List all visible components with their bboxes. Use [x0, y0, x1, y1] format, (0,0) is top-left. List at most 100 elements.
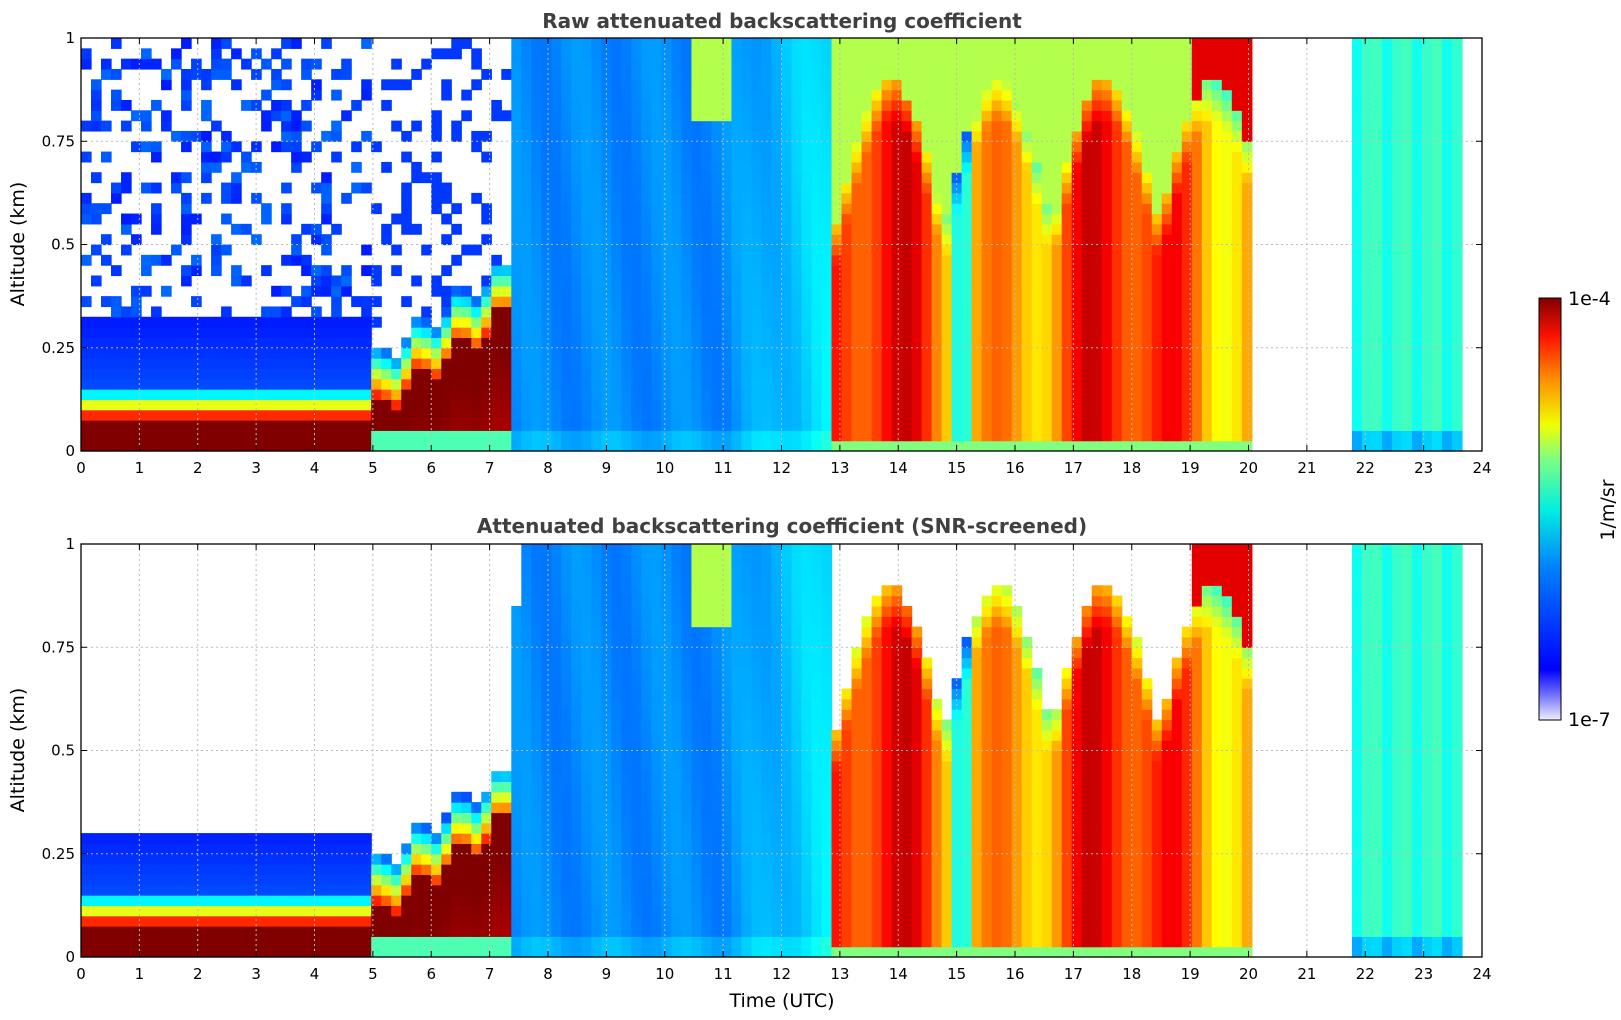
heatmap-cell: [651, 409, 663, 421]
heatmap-cell: [261, 864, 272, 875]
heatmap-cell: [1391, 399, 1403, 411]
heatmap-cell: [1021, 378, 1033, 390]
heatmap-cell: [111, 864, 122, 875]
heatmap-cell: [821, 440, 833, 452]
heatmap-cell: [681, 327, 693, 339]
heatmap-cell: [221, 409, 232, 421]
heatmap-cell: [791, 430, 803, 442]
heatmap-cell: [281, 389, 292, 400]
heatmap-cell: [291, 120, 302, 132]
heatmap-cell: [501, 285, 512, 297]
heatmap-cell: [111, 420, 122, 431]
heatmap-cell: [461, 843, 472, 855]
heatmap-cell: [731, 378, 743, 390]
heatmap-cell: [661, 285, 673, 297]
heatmap-cell: [291, 936, 302, 948]
heatmap-cell: [1451, 79, 1463, 91]
heatmap-cell: [551, 275, 562, 287]
heatmap-cell: [201, 99, 212, 111]
heatmap-cell: [901, 244, 913, 256]
heatmap-cell: [311, 895, 322, 906]
heatmap-cell: [121, 182, 132, 194]
heatmap-cell: [551, 378, 562, 390]
heatmap-cell: [211, 378, 222, 390]
heatmap-cell: [911, 420, 923, 431]
heatmap-cell: [671, 79, 683, 91]
heatmap-cell: [891, 172, 903, 184]
heatmap-cell: [761, 327, 773, 339]
heatmap-cell: [621, 234, 632, 246]
heatmap-cell: [441, 368, 452, 380]
y-tick-label: 0: [65, 442, 75, 460]
heatmap-cell: [741, 285, 753, 297]
heatmap-cell: [591, 378, 602, 390]
heatmap-cell: [231, 905, 242, 917]
heatmap-cell: [1371, 347, 1383, 359]
heatmap-cell: [1211, 192, 1223, 204]
heatmap-cell: [1011, 58, 1023, 70]
heatmap-cell: [521, 223, 532, 235]
heatmap-cell: [761, 378, 773, 390]
heatmap-cell: [791, 203, 803, 215]
heatmap-cell: [271, 864, 282, 875]
heatmap-cell: [851, 254, 863, 266]
heatmap-cell: [551, 172, 562, 184]
heatmap-cell: [641, 378, 653, 390]
heatmap-cell: [1441, 161, 1453, 173]
heatmap-cell: [961, 192, 973, 204]
heatmap-cell: [561, 337, 572, 349]
heatmap-cell: [1071, 48, 1083, 60]
heatmap-cell: [1001, 275, 1013, 287]
heatmap-cell: [941, 244, 953, 256]
heatmap-cell: [891, 409, 903, 421]
heatmap-cell: [571, 254, 582, 266]
heatmap-cell: [1441, 306, 1453, 318]
heatmap-cell: [241, 864, 252, 875]
heatmap-cell: [381, 905, 392, 917]
heatmap-cell: [181, 833, 192, 845]
heatmap-cell: [1011, 368, 1023, 380]
heatmap-cell: [401, 843, 412, 855]
heatmap-cell: [651, 420, 663, 431]
heatmap-cell: [181, 946, 192, 958]
heatmap-cell: [931, 368, 943, 380]
heatmap-cell: [331, 409, 342, 421]
heatmap-cell: [981, 151, 993, 163]
heatmap-cell: [1041, 130, 1053, 142]
heatmap-cell: [1401, 430, 1413, 442]
heatmap-cell: [1231, 99, 1243, 111]
heatmap-cell: [491, 420, 502, 431]
heatmap-cell: [1021, 120, 1033, 132]
heatmap-cell: [1081, 420, 1093, 431]
heatmap-cell: [681, 141, 693, 153]
heatmap-cell: [1231, 327, 1243, 339]
heatmap-cell: [441, 306, 452, 318]
heatmap-cell: [1001, 182, 1013, 194]
heatmap-cell: [441, 905, 452, 917]
heatmap-cell: [1151, 430, 1163, 442]
heatmap-cell: [451, 915, 462, 927]
heatmap-cell: [711, 141, 723, 153]
heatmap-cell: [131, 358, 142, 369]
heatmap-cell: [1221, 161, 1233, 173]
heatmap-cell: [171, 420, 182, 431]
heatmap-cell: [1241, 151, 1253, 163]
heatmap-cell: [661, 89, 673, 101]
heatmap-cell: [711, 265, 723, 277]
heatmap-cell: [821, 141, 833, 153]
heatmap-cell: [501, 864, 512, 875]
heatmap-cell: [1141, 275, 1153, 287]
heatmap-cell: [801, 89, 813, 101]
heatmap-cell: [1231, 213, 1243, 225]
heatmap-cell: [1111, 223, 1123, 235]
heatmap-cell: [941, 347, 953, 359]
heatmap-cell: [1161, 223, 1173, 235]
heatmap-cell: [721, 316, 733, 328]
heatmap-cell: [521, 254, 532, 266]
heatmap-cell: [901, 120, 913, 132]
heatmap-cell: [761, 58, 773, 70]
heatmap-cell: [901, 203, 913, 215]
heatmap-cell: [801, 38, 813, 49]
heatmap-cell: [851, 130, 863, 142]
heatmap-cell: [311, 275, 322, 287]
